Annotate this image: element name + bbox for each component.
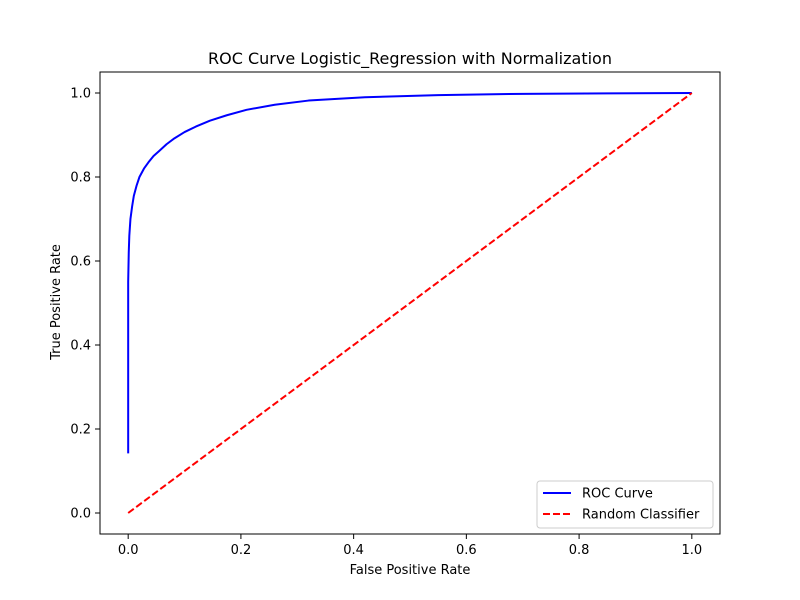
legend-box bbox=[536, 480, 714, 529]
y-axis-label: True Positive Rate bbox=[49, 244, 64, 361]
roc-curve-line bbox=[127, 92, 692, 454]
y-tick-label: 0.0 bbox=[70, 507, 91, 522]
plot-area bbox=[127, 92, 693, 514]
axes-frame bbox=[99, 71, 721, 535]
x-tick-label: 0.6 bbox=[456, 543, 477, 558]
x-axis-label: False Positive Rate bbox=[350, 563, 471, 578]
x-tick-label: 0.2 bbox=[231, 543, 252, 558]
y-tick-label: 0.2 bbox=[70, 423, 91, 438]
y-tick-label: 0.8 bbox=[70, 171, 91, 186]
y-tick-label: 0.4 bbox=[70, 339, 91, 354]
x-tick-label: 0.4 bbox=[343, 543, 364, 558]
random-classifier-line bbox=[127, 92, 693, 514]
legend-label: Random Classifier bbox=[582, 508, 700, 523]
y-axis: 0.0 0.2 0.4 0.6 0.8 1.0 bbox=[70, 87, 100, 522]
x-tick-label: 0.8 bbox=[569, 543, 590, 558]
legend: ROC Curve Random Classifier bbox=[536, 480, 714, 529]
x-tick-label: 1.0 bbox=[681, 543, 702, 558]
legend-label: ROC Curve bbox=[582, 487, 653, 502]
x-axis: 0.0 0.2 0.4 0.6 0.8 1.0 bbox=[118, 534, 702, 558]
x-tick-label: 0.0 bbox=[118, 543, 139, 558]
y-tick-label: 0.6 bbox=[70, 255, 91, 270]
chart-title: ROC Curve Logistic_Regression with Norma… bbox=[208, 49, 612, 69]
y-tick-label: 1.0 bbox=[70, 87, 91, 102]
